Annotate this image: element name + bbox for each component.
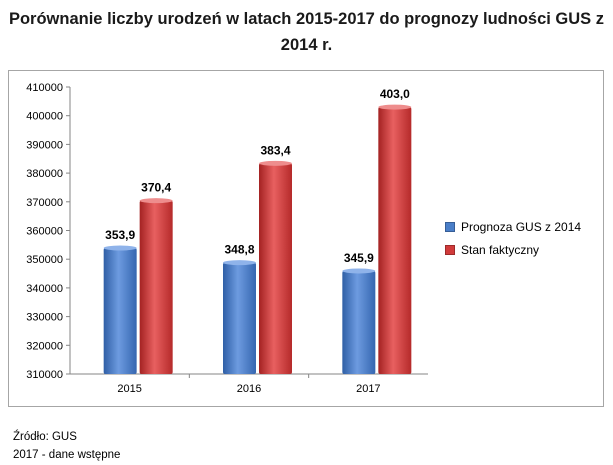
bar <box>139 200 173 374</box>
y-tick-label: 380000 <box>26 168 63 180</box>
bar-top <box>139 198 173 204</box>
legend-label-actual: Stan faktyczny <box>461 242 540 257</box>
y-tick-label: 370000 <box>26 197 63 209</box>
y-tick-label: 400000 <box>26 111 63 123</box>
y-tick-label: 310000 <box>26 369 63 381</box>
chart-title: Porównanie liczby urodzeń w latach 2015-… <box>0 6 613 58</box>
chart-title-line2: 2014 r. <box>280 36 333 54</box>
y-tick-label: 360000 <box>26 226 63 238</box>
chart-title-line1: Porównanie liczby urodzeń w latach 2015-… <box>8 10 605 28</box>
x-tick-label: 2016 <box>237 383 261 395</box>
data-label: 345,9 <box>344 251 374 265</box>
bar <box>103 248 137 374</box>
bar-top <box>378 104 412 110</box>
y-tick-label: 410000 <box>26 82 63 94</box>
bar <box>259 163 292 374</box>
source-note: Źródło: GUS 2017 - dane wstępne <box>13 428 120 464</box>
data-label: 370,4 <box>141 181 171 195</box>
legend-item-actual: Stan faktyczny <box>445 238 581 261</box>
legend: Prognoza GUS z 2014 Stan faktyczny <box>445 215 581 261</box>
data-label: 403,0 <box>380 87 410 101</box>
bar <box>378 107 412 374</box>
bar-top <box>103 245 137 251</box>
x-tick-label: 2017 <box>356 383 380 395</box>
y-tick-label: 330000 <box>26 312 63 324</box>
data-label: 353,9 <box>105 228 135 242</box>
y-tick-label: 320000 <box>26 340 63 352</box>
legend-label-forecast: Prognoza GUS z 2014 <box>461 219 582 234</box>
legend-item-forecast: Prognoza GUS z 2014 <box>445 215 581 238</box>
bar <box>223 262 256 374</box>
bar-top <box>342 268 376 274</box>
bar <box>342 270 376 374</box>
bar-top <box>259 160 292 166</box>
y-tick-label: 350000 <box>26 254 63 266</box>
preliminary-data-note: 2017 - dane wstępne <box>13 449 121 461</box>
legend-swatch-actual <box>445 244 455 255</box>
legend-swatch-forecast <box>445 221 455 232</box>
y-tick-label: 390000 <box>26 139 63 151</box>
y-tick-label: 340000 <box>26 283 63 295</box>
data-label: 383,4 <box>260 143 290 157</box>
bar-top <box>223 260 256 266</box>
source-line: Źródło: GUS <box>13 431 77 443</box>
data-label: 348,8 <box>224 243 254 257</box>
x-tick-label: 2015 <box>117 383 141 395</box>
